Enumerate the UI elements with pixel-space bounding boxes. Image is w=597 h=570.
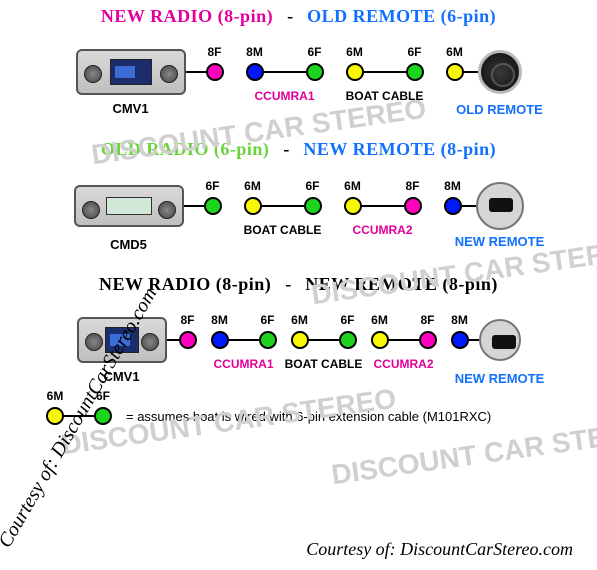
section3-row: CMV1 8F 8M 6F CCUMRA1 6M 6F BOAT CABLE 6… xyxy=(0,317,597,363)
radio-cmd5: CMD5 xyxy=(74,185,184,227)
courtesy-bottom-right: Courtesy of: DiscountCarStereo.com xyxy=(306,539,573,560)
cable-ccumra1: 8M 6F CCUMRA1 xyxy=(211,331,277,349)
section2-row: CMD5 6F 6M 6F BOAT CABLE 6M 8F CCUMRA2 8… xyxy=(0,182,597,230)
title-right: NEW REMOTE (8-pin) xyxy=(305,274,498,295)
wiring-diagram: DISCOUNT CAR STEREO DISCOUNT CAR STEREO … xyxy=(0,6,597,570)
section1-title: NEW RADIO (8-pin) - OLD REMOTE (6-pin) xyxy=(0,6,597,27)
cable-ccumra2: 6M 8F CCUMRA2 xyxy=(344,197,422,215)
title-left: NEW RADIO (8-pin) xyxy=(99,274,271,295)
cable-ccumra1: 8M 6F CCUMRA1 xyxy=(246,63,324,81)
section-new-radio-new-remote: NEW RADIO (8-pin) - NEW REMOTE (8-pin) C… xyxy=(0,274,597,363)
radio-cmv1: CMV1 xyxy=(76,49,186,95)
title-dash: - xyxy=(287,6,293,27)
legend: 6M 6F = assumes boat is wired with 6-pin… xyxy=(46,407,597,425)
radio-cmv1: CMV1 xyxy=(77,317,167,363)
cable-ccumra2: 6M 8F CCUMRA2 xyxy=(371,331,437,349)
section1-row: CMV1 8F 8M 6F CCUMRA1 6M 6F BOAT CABLE 6… xyxy=(0,49,597,95)
section-new-radio-old-remote: NEW RADIO (8-pin) - OLD REMOTE (6-pin) C… xyxy=(0,6,597,95)
old-remote: OLD REMOTE xyxy=(478,50,522,94)
cable-boat: 6M 6F BOAT CABLE xyxy=(291,331,357,349)
title-left: NEW RADIO (8-pin) xyxy=(101,6,273,27)
section3-title: NEW RADIO (8-pin) - NEW REMOTE (8-pin) xyxy=(0,274,597,295)
section-old-radio-new-remote: OLD RADIO (6-pin) - NEW REMOTE (8-pin) C… xyxy=(0,139,597,230)
pin-6m: 6M xyxy=(446,63,464,81)
title-left: OLD RADIO (6-pin) xyxy=(101,139,270,160)
radio-label: CMV1 xyxy=(112,101,148,116)
title-right: OLD REMOTE (6-pin) xyxy=(307,6,496,27)
legend-text: = assumes boat is wired with 6-pin exten… xyxy=(126,409,491,424)
cable-boat: 6M 6F BOAT CABLE xyxy=(244,197,322,215)
cable-boat: 6M 6F BOAT CABLE xyxy=(346,63,424,81)
section2-title: OLD RADIO (6-pin) - NEW REMOTE (8-pin) xyxy=(0,139,597,160)
title-right: NEW REMOTE (8-pin) xyxy=(303,139,496,160)
new-remote: NEW REMOTE xyxy=(479,319,521,361)
pin-8f: 8F xyxy=(206,63,224,81)
new-remote: NEW REMOTE xyxy=(476,182,524,230)
